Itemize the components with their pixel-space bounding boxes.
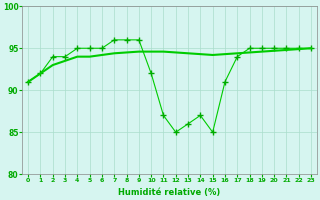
X-axis label: Humidité relative (%): Humidité relative (%) [118,188,221,197]
